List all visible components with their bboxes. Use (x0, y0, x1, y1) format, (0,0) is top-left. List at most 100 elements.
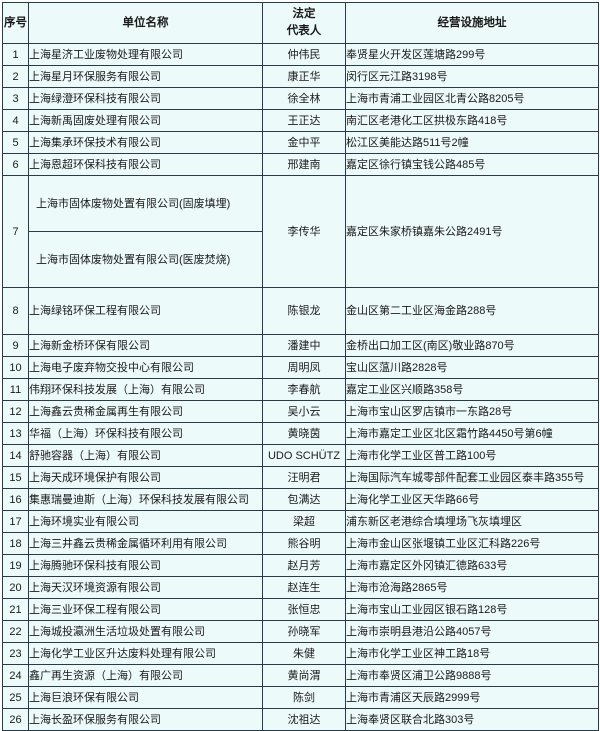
cell-row-number: 14 (2, 444, 29, 467)
cell-row-number: 4 (2, 109, 29, 132)
cell-legal-representative: 张恒忠 (262, 598, 346, 621)
table-row: 26 上海长盈环保服务有限公司 沈祖达 上海奉贤区联合北路303号 (2, 708, 599, 731)
header-row: 序号 单位名称 法定 代表人 经营设施地址 (2, 2, 599, 44)
table-row: 17 上海环境实业有限公司 梁超 浦东新区老港综合填埋场飞灰填埋区 (2, 510, 599, 533)
cell-unit-name: 上海绿铭环保工程有限公司 (28, 287, 263, 335)
cell-facility-address: 奉贤星火开发区莲塘路299号 (345, 43, 599, 66)
cell-row-number: 3 (2, 87, 29, 110)
cell-unit-name: 上海市固体废物处置有限公司(固废填埋) 上海市固体废物处置有限公司(医废焚烧) (28, 175, 263, 288)
cell-facility-address: 闵行区元江路3198号 (345, 65, 599, 88)
cell-facility-address: 上海市宝山区罗店镇市一东路28号 (345, 400, 599, 423)
cell-unit-name: 上海城投瀛洲生活垃圾处置有限公司 (28, 620, 263, 643)
cell-row-number: 6 (2, 153, 29, 176)
cell-row-number: 10 (2, 356, 29, 379)
cell-unit-name-line: 上海市固体废物处置有限公司(固废填埋) (29, 176, 262, 232)
split-name-subtable: 上海市固体废物处置有限公司(固废填埋) 上海市固体废物处置有限公司(医废焚烧) (29, 176, 262, 287)
table-row: 19 上海腾驰环保科技有限公司 赵月芳 上海市嘉定区外冈镇汇德路633号 (2, 554, 599, 577)
cell-row-number: 8 (2, 287, 29, 335)
cell-row-number: 1 (2, 43, 29, 66)
split-name-row: 上海市固体废物处置有限公司(医废焚烧) (29, 231, 262, 287)
cell-unit-name: 上海环境实业有限公司 (28, 510, 263, 533)
table-header: 序号 单位名称 法定 代表人 经营设施地址 (2, 2, 599, 44)
cell-unit-name: 上海化学工业区升达废料处理有限公司 (28, 642, 263, 665)
table-row: 3 上海绿澄环保科技有限公司 徐全林 上海市青浦工业园区北青公路8205号 (2, 87, 599, 110)
cell-unit-name: 上海星月环保服务有限公司 (28, 65, 263, 88)
cell-legal-representative: UDO SCHÜTZ (262, 444, 346, 467)
table-row: 12 上海鑫云贵稀金属再生有限公司 吴小云 上海市宝山区罗店镇市一东路28号 (2, 400, 599, 423)
cell-unit-name: 集惠瑞曼迪斯（上海）环保科技发展有限公司 (28, 488, 263, 511)
column-header-facility-address: 经营设施地址 (345, 2, 599, 44)
cell-legal-representative: 陈剑 (262, 686, 346, 709)
cell-facility-address: 上海市奉贤区浦卫公路9888号 (345, 664, 599, 687)
cell-legal-representative: 邢建南 (262, 153, 346, 176)
cell-facility-address: 上海市嘉定区外冈镇汇德路633号 (345, 554, 599, 577)
cell-row-number: 22 (2, 620, 29, 643)
cell-unit-name: 上海长盈环保服务有限公司 (28, 708, 263, 731)
cell-facility-address: 上海市青浦工业园区北青公路8205号 (345, 87, 599, 110)
cell-facility-address: 上海市金山区张堰镇工业区汇科路226号 (345, 532, 599, 555)
table-row: 1 上海星济工业废物处理有限公司 仲伟民 奉贤星火开发区莲塘路299号 (2, 43, 599, 66)
table-row: 21 上海三业环保工程有限公司 张恒忠 上海市宝山工业园区银石路128号 (2, 598, 599, 621)
cell-facility-address: 嘉定区徐行镇宝钱公路485号 (345, 153, 599, 176)
cell-row-number: 13 (2, 422, 29, 445)
cell-facility-address: 宝山区蕰川路2828号 (345, 356, 599, 379)
cell-legal-representative: 包满达 (262, 488, 346, 511)
cell-row-number: 7 (2, 175, 29, 288)
table-row: 25 上海巨浪环保有限公司 陈剑 上海市青浦区天辰路2999号 (2, 686, 599, 709)
cell-unit-name: 上海鑫云贵稀金属再生有限公司 (28, 400, 263, 423)
cell-legal-representative: 吴小云 (262, 400, 346, 423)
cell-row-number: 18 (2, 532, 29, 555)
cell-legal-representative: 潘建中 (262, 334, 346, 357)
cell-facility-address: 松江区美能达路511号2幢 (345, 131, 599, 154)
cell-legal-representative: 梁超 (262, 510, 346, 533)
cell-facility-address: 上海市宝山工业园区银石路128号 (345, 598, 599, 621)
cell-facility-address: 上海市嘉定工业区北区霜竹路4450号第6幢 (345, 422, 599, 445)
table-row: 13 华福（上海）环保科技有限公司 黄晓茵 上海市嘉定工业区北区霜竹路4450号第6幢 (2, 422, 599, 445)
cell-row-number: 5 (2, 131, 29, 154)
table-row: 10 上海电子废弃物交投中心有限公司 周明凤 宝山区蕰川路2828号 (2, 356, 599, 379)
cell-facility-address: 上海市青浦区天辰路2999号 (345, 686, 599, 709)
cell-facility-address: 上海奉贤区联合北路303号 (345, 708, 599, 731)
cell-row-number: 2 (2, 65, 29, 88)
cell-legal-representative: 康正华 (262, 65, 346, 88)
cell-legal-representative: 金中平 (262, 131, 346, 154)
cell-legal-representative: 黄晓茵 (262, 422, 346, 445)
cell-legal-representative: 黄尚渭 (262, 664, 346, 687)
table-row: 14 舒驰容器（上海）有限公司 UDO SCHÜTZ 上海市化学工业区普工路100号 (2, 444, 599, 467)
cell-row-number: 19 (2, 554, 29, 577)
cell-unit-name: 上海三业环保工程有限公司 (28, 598, 263, 621)
cell-facility-address: 金桥出口加工区(南区)敬业路870号 (345, 334, 599, 357)
cell-unit-name-line: 上海市固体废物处置有限公司(医废焚烧) (29, 231, 262, 287)
table-row: 23 上海化学工业区升达废料处理有限公司 朱健 上海市化学工业区神工路18号 (2, 642, 599, 665)
table-row: 11 伟翔环保科技发展（上海）有限公司 李春航 嘉定工业区兴顺路358号 (2, 378, 599, 401)
table-row: 20 上海天汉环境资源有限公司 赵连生 上海市沧海路2865号 (2, 576, 599, 599)
cell-facility-address: 上海市化学工业区神工路18号 (345, 642, 599, 665)
column-header-no: 序号 (2, 2, 29, 44)
table-row: 8 上海绿铭环保工程有限公司 陈银龙 金山区第二工业区海金路288号 (2, 287, 599, 335)
cell-unit-name: 上海绿澄环保科技有限公司 (28, 87, 263, 110)
cell-facility-address: 上海国际汽车城零部件配套工业园区泰丰路355号 (345, 466, 599, 489)
table-row: 5 上海集承环保技术有限公司 金中平 松江区美能达路511号2幢 (2, 131, 599, 154)
cell-unit-name: 上海巨浪环保有限公司 (28, 686, 263, 709)
cell-row-number: 16 (2, 488, 29, 511)
header-rep-line1: 法定 (292, 8, 316, 20)
cell-legal-representative: 徐全林 (262, 87, 346, 110)
cell-row-number: 24 (2, 664, 29, 687)
cell-facility-address: 上海市崇明县港沿公路4057号 (345, 620, 599, 643)
table-row: 15 上海天成环境保护有限公司 汪明君 上海国际汽车城零部件配套工业园区泰丰路355号 (2, 466, 599, 489)
cell-unit-name: 上海集承环保技术有限公司 (28, 131, 263, 154)
cell-legal-representative: 仲伟民 (262, 43, 346, 66)
cell-row-number: 25 (2, 686, 29, 709)
cell-row-number: 20 (2, 576, 29, 599)
cell-legal-representative: 王正达 (262, 109, 346, 132)
cell-legal-representative: 熊谷明 (262, 532, 346, 555)
cell-facility-address: 嘉定工业区兴顺路358号 (345, 378, 599, 401)
column-header-legal-representative: 法定 代表人 (262, 2, 346, 44)
cell-row-number: 11 (2, 378, 29, 401)
cell-legal-representative: 李传华 (262, 175, 346, 288)
cell-legal-representative: 陈银龙 (262, 287, 346, 335)
cell-facility-address: 金山区第二工业区海金路288号 (345, 287, 599, 335)
cell-unit-name: 伟翔环保科技发展（上海）有限公司 (28, 378, 263, 401)
cell-facility-address: 上海市沧海路2865号 (345, 576, 599, 599)
